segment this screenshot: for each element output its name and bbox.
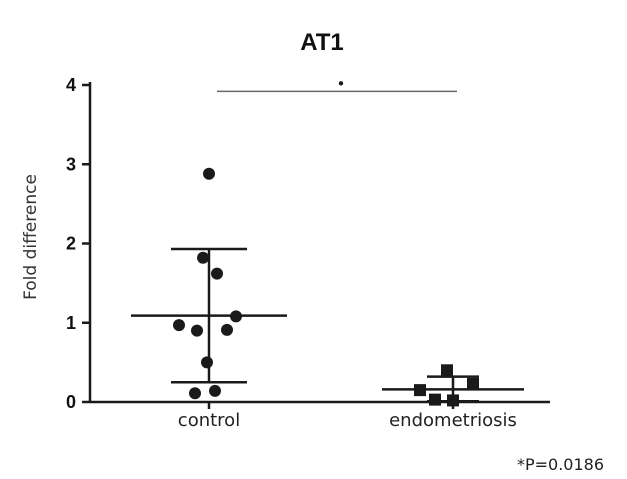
significance-star <box>338 81 344 86</box>
data-point-circle <box>230 310 242 323</box>
y-ticks: 0 1 2 3 4 <box>66 75 90 412</box>
significance-footnote: *P=0.0186 <box>517 455 604 474</box>
data-point-square <box>429 393 441 406</box>
x-categories: control endometriosis <box>178 402 517 431</box>
chart-title: AT1 <box>300 29 344 56</box>
y-axis-title: Fold difference <box>21 174 41 300</box>
data-point-square <box>441 364 453 377</box>
y-tick-label: 2 <box>66 234 76 254</box>
data-point-circle <box>201 356 213 369</box>
data-point-circle <box>189 387 201 400</box>
data-point-circle <box>211 267 223 280</box>
data-point-square <box>467 377 479 390</box>
x-category-label: control <box>178 410 240 431</box>
significance-bracket <box>217 81 457 93</box>
data-point-square <box>414 384 426 397</box>
y-tick-label: 3 <box>66 154 76 174</box>
data-point-square <box>447 394 459 407</box>
y-tick-label: 1 <box>66 313 76 333</box>
data-point-circle <box>173 319 185 332</box>
data-point-circle <box>221 323 233 336</box>
y-tick-label: 4 <box>66 75 76 95</box>
data-point-circle <box>197 251 209 264</box>
data-point-circle <box>203 167 215 180</box>
axes <box>88 82 550 404</box>
data-point-circle <box>191 324 203 337</box>
data-marks <box>131 167 524 407</box>
y-tick-label: 0 <box>66 392 76 412</box>
data-point-circle <box>209 384 221 397</box>
x-category-label: endometriosis <box>389 410 517 431</box>
